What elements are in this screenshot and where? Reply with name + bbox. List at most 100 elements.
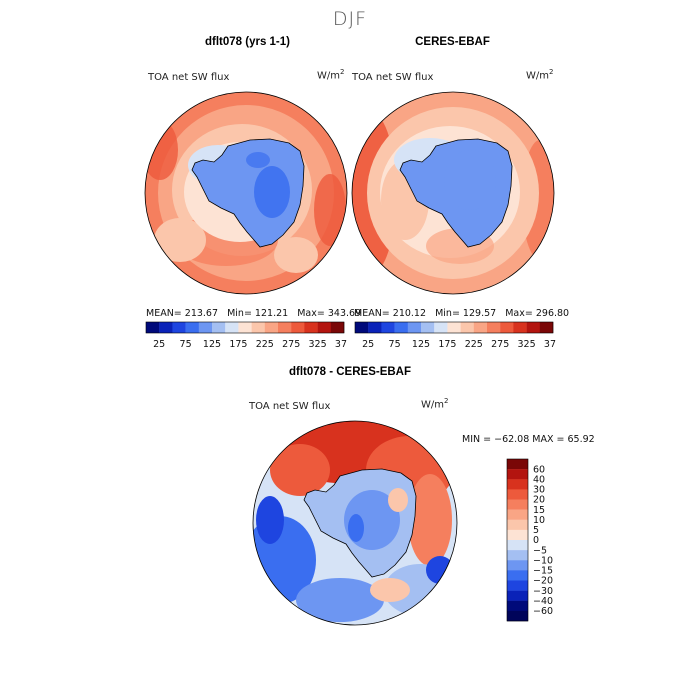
panel-1-variable-label: TOA net SW flux (148, 72, 230, 83)
colorbar-diff-outline (506, 458, 529, 622)
panel-2-max: Max= 296.80 (505, 308, 570, 319)
antarctica-coastline-1 (191, 138, 305, 248)
colorbar-2-swatch (460, 322, 474, 333)
map-2-border (351, 91, 555, 295)
colorbar-1-swatch (225, 322, 239, 333)
colorbar-diff-tick-label: −60 (533, 606, 553, 617)
colorbar-2-swatch (513, 322, 527, 333)
colorbar-diff-swatch (507, 550, 528, 561)
panel-2-units: W/m2 (526, 68, 554, 82)
colorbar-diff-tick-label: 40 (533, 474, 545, 485)
colorbar-diff-swatch (507, 540, 528, 551)
panel-1-min: Min= 121.21 (227, 308, 289, 319)
colorbar-diff-tick-label: 30 (533, 485, 545, 496)
map-difference (253, 421, 457, 625)
colorbar-diff-swatch (507, 580, 528, 591)
panel-2-mean: MEAN= 210.12 (354, 308, 427, 319)
colorbar-diff-swatch (507, 519, 528, 531)
colorbar-diff-tick-label: 0 (533, 535, 539, 546)
colorbar-diff-swatch (507, 560, 528, 571)
panel-1-title: dflt078 (yrs 1-1) (204, 36, 290, 48)
colorbar-2-tick-label: 275 (491, 339, 509, 350)
colorbar-2-swatch (421, 322, 435, 333)
diff-minmax: MIN = −62.08 MAX = 65.92 (462, 434, 595, 445)
colorbar-diff-tick-label: −5 (533, 545, 547, 556)
colorbar-panel-2: 25 75 125 175 225 275 325 375 (354, 321, 556, 350)
colorbar-1-swatch (264, 322, 279, 333)
season-title: DJF (332, 8, 368, 30)
diff-variable-label: TOA net SW flux (249, 401, 331, 412)
colorbar-diff-swatch (507, 590, 528, 601)
panel-2-title: CERES-EBAF (415, 36, 490, 48)
colorbar-1-swatch (304, 322, 318, 333)
colorbar-1-tick-label: 125 (203, 339, 221, 350)
colorbar-1-swatch (330, 322, 345, 333)
colorbar-1-tick-label: 175 (229, 339, 247, 350)
colorbar-2-swatch (473, 322, 488, 333)
colorbar-1-swatch (159, 322, 173, 333)
panel-1-mean: MEAN= 213.67 (146, 308, 219, 319)
colorbar-2-swatch (368, 322, 382, 333)
colorbar-diff-tick-label: −20 (533, 576, 553, 587)
colorbar-2-tick-label: 25 (362, 339, 374, 350)
colorbar-2-swatch (539, 322, 554, 333)
colorbar-diff-tick-label: 5 (533, 525, 539, 536)
colorbar-1-tick-label: 75 (180, 339, 192, 350)
colorbar-diff-tick-label: 20 (533, 495, 545, 506)
colorbar-1-swatch (251, 322, 265, 333)
panel-1-units: W/m2 (317, 68, 345, 82)
colorbar-diff-swatch (507, 509, 528, 520)
colorbar-diff-swatch (507, 610, 528, 622)
colorbar-2-swatch (407, 322, 422, 333)
colorbar-diff-tick-label: −10 (533, 555, 553, 566)
colorbar-1-swatch (238, 322, 252, 333)
colorbar-2-swatch (447, 322, 461, 333)
colorbar-1-swatch (198, 322, 213, 333)
colorbar-diff-tick-label: −40 (533, 596, 553, 607)
colorbar-2-swatch (434, 322, 448, 333)
colorbar-1-swatch (172, 322, 186, 333)
panel-2-stats: MEAN= 210.12 Min= 129.57 Max= 296.80 (354, 308, 569, 319)
colorbar-2-tick-label: 125 (412, 339, 430, 350)
colorbar-2-swatch (394, 322, 408, 333)
map-panel-2 (352, 92, 554, 294)
colorbar-2-tick-label: 75 (389, 339, 401, 350)
panel-2-variable-label: TOA net SW flux (352, 72, 434, 83)
colorbar-diff-tick-label: −15 (533, 566, 553, 577)
colorbar-diff-tick-label: 10 (533, 515, 545, 526)
colorbar-1-tick-label: 25 (153, 339, 165, 350)
colorbar-diff-swatch (507, 459, 528, 470)
colorbar-1-swatch (291, 322, 305, 333)
colorbar-2-swatch (526, 322, 540, 333)
panel-1-max: Max= 343.69 (297, 308, 362, 319)
colorbar-diff-swatch (507, 479, 528, 490)
colorbar-1-outline (145, 321, 345, 334)
colorbar-2-swatch (355, 322, 369, 333)
colorbar-2-tick-label: 225 (465, 339, 483, 350)
panel-2-min: Min= 129.57 (435, 308, 497, 319)
colorbar-diff-tick-label: 60 (533, 464, 545, 475)
colorbar-2-tick-label: 375 (544, 339, 556, 350)
colorbar-1-swatch (212, 322, 226, 333)
colorbar-2-tick-label: 325 (518, 339, 536, 350)
colorbar-1-tick-label: 325 (309, 339, 327, 350)
colorbar-diff-swatch (507, 600, 528, 612)
colorbar-1-tick-label: 275 (282, 339, 300, 350)
diff-panel-title: dflt078 - CERES-EBAF (288, 366, 412, 378)
colorbar-1-swatch (185, 322, 199, 333)
colorbar-diff-swatch (507, 529, 528, 541)
colorbar-diff-swatch (507, 469, 528, 480)
colorbar-panel-1: 25 75 125 175 225 275 325 375 (145, 321, 347, 350)
map-1-border (144, 91, 348, 295)
colorbar-diff-swatch (507, 499, 528, 510)
map-panel-1 (145, 92, 347, 294)
colorbar-1-swatch (317, 322, 331, 333)
colorbar-diff-swatch (507, 570, 528, 581)
colorbar-2-outline (354, 321, 554, 334)
colorbar-diff-tick-label: 15 (533, 505, 545, 516)
colorbar-diff-tick-label: −30 (533, 586, 553, 597)
colorbar-1-tick-label: 375 (335, 339, 347, 350)
diff-units: W/m2 (421, 397, 449, 411)
